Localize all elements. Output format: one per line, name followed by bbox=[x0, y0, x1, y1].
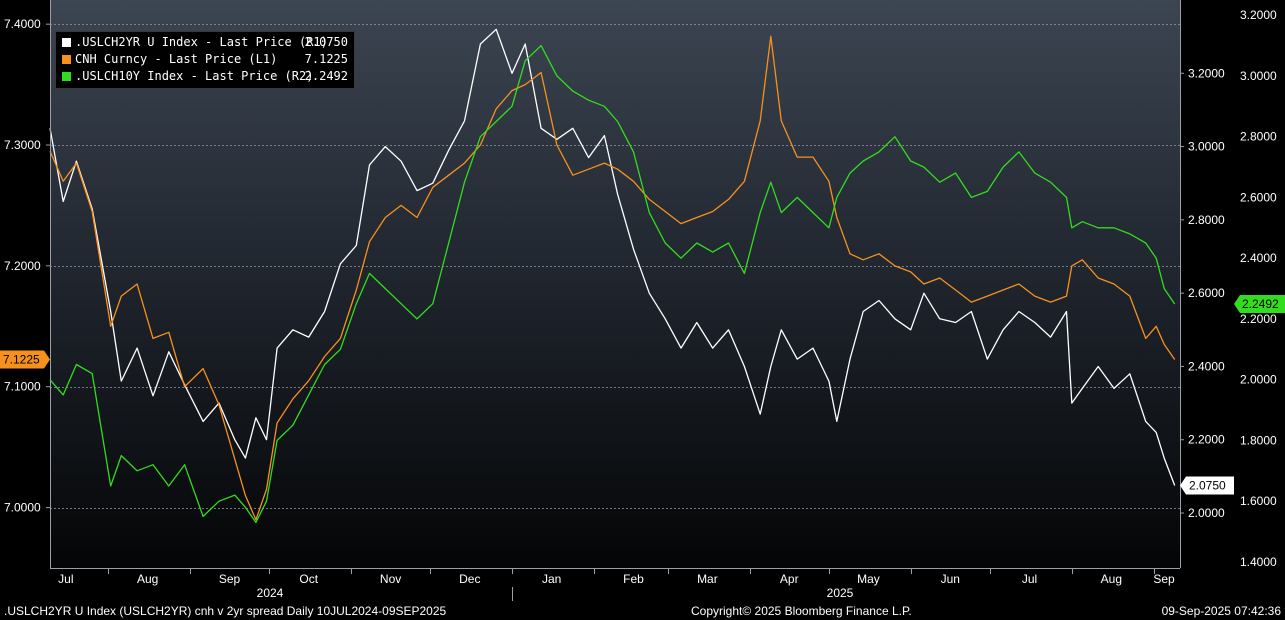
r2-tick-label: 1.8000 bbox=[1240, 433, 1277, 447]
x-tick-label: Oct bbox=[299, 572, 318, 586]
legend-label-uslch2yr: .USLCH2YR U Index - Last Price (R1) bbox=[75, 35, 328, 49]
r2-tick-label: 1.4000 bbox=[1240, 555, 1277, 569]
r2-tick-label: 1.6000 bbox=[1240, 494, 1277, 508]
series-line-cnh bbox=[49, 35, 1176, 521]
x-tick-label: Jul bbox=[58, 572, 73, 586]
x-tick-label: Sep bbox=[1153, 572, 1175, 586]
r2-tick-label: 2.8000 bbox=[1240, 130, 1277, 144]
x-tick-label: Dec bbox=[459, 572, 480, 586]
legend-item-uslch10y: .USLCH10Y Index - Last Price (R2) bbox=[62, 68, 313, 84]
footer-description: .USLCH2YR U Index (USLCH2YR) cnh v 2yr s… bbox=[4, 604, 447, 618]
last-price-tag-uslch10y bbox=[1234, 294, 1285, 313]
r1-tick-label: 3.2000 bbox=[1188, 66, 1225, 80]
legend: .USLCH2YR U Index - Last Price (R1) 2.07… bbox=[55, 31, 355, 89]
r2-tick-label: 2.6000 bbox=[1240, 190, 1277, 204]
legend-swatch-uslch10y bbox=[62, 72, 71, 81]
last-price-tag-uslch2yr bbox=[1180, 476, 1234, 495]
r2-tick-label: 2.4000 bbox=[1240, 251, 1277, 265]
r2-tick-label: 3.0000 bbox=[1240, 69, 1277, 83]
series-line-uslch10y bbox=[49, 44, 1176, 524]
left-tick-label: 7.2000 bbox=[4, 259, 41, 273]
r1-tick-label: 2.8000 bbox=[1188, 213, 1225, 227]
x-tick-label: Jun bbox=[941, 572, 960, 586]
x-tick-label: May bbox=[857, 572, 880, 586]
legend-label-cnh: CNH Curncy - Last Price (L1) bbox=[75, 52, 278, 66]
x-tick-label: Feb bbox=[623, 572, 644, 586]
r1-tick-label: 2.2000 bbox=[1188, 433, 1225, 447]
legend-item-uslch2yr: .USLCH2YR U Index - Last Price (R1) bbox=[62, 34, 328, 50]
left-tick-label: 7.4000 bbox=[4, 17, 41, 31]
legend-value-uslch2yr: 2.0750 bbox=[304, 35, 348, 49]
legend-swatch-uslch2yr bbox=[62, 38, 71, 47]
x-tick-label: Sep bbox=[219, 572, 241, 586]
last-price-tag-cnh-label: 7.1225 bbox=[3, 353, 40, 367]
x-tick-label: Aug bbox=[137, 572, 158, 586]
r1-tick-label: 2.6000 bbox=[1188, 286, 1225, 300]
last-price-tag-cnh bbox=[0, 350, 50, 369]
x-tick-label: Jul bbox=[1022, 572, 1037, 586]
grid-lines bbox=[50, 24, 1180, 509]
x-year-label: 2024 bbox=[257, 586, 284, 600]
footer-timestamp: 09-Sep-2025 07:42:36 bbox=[1161, 604, 1281, 618]
legend-label-uslch10y: .USLCH10Y Index - Last Price (R2) bbox=[75, 69, 314, 83]
footer-copyright: Copyright© 2025 Bloomberg Finance L.P. bbox=[691, 604, 912, 618]
r1-tick-label: 2.4000 bbox=[1188, 359, 1225, 373]
last-price-tag-uslch10y-label: 2.2492 bbox=[1242, 297, 1279, 311]
last-price-tag-uslch2yr-label: 2.0750 bbox=[1189, 479, 1226, 493]
x-tick-label: Nov bbox=[380, 572, 401, 586]
r1-tick-label: 3.0000 bbox=[1188, 140, 1225, 154]
series-lines bbox=[49, 28, 1176, 524]
legend-swatch-cnh bbox=[62, 55, 71, 64]
r2-tick-label: 2.0000 bbox=[1240, 373, 1277, 387]
legend-value-uslch10y: 2.2492 bbox=[304, 69, 348, 83]
x-tick-label: Jan bbox=[542, 572, 561, 586]
x-tick-label: Mar bbox=[697, 572, 718, 586]
r2-tick-label: 3.2000 bbox=[1240, 8, 1277, 22]
legend-value-cnh: 7.1225 bbox=[304, 52, 348, 66]
x-year-label: 2025 bbox=[827, 586, 854, 600]
left-tick-label: 7.3000 bbox=[4, 138, 41, 152]
x-tick-label: Apr bbox=[780, 572, 799, 586]
r1-tick-label: 2.0000 bbox=[1188, 506, 1225, 520]
legend-item-cnh: CNH Curncy - Last Price (L1) bbox=[62, 51, 277, 67]
left-tick-label: 7.1000 bbox=[4, 380, 41, 394]
series-line-uslch2yr bbox=[49, 28, 1176, 486]
left-tick-label: 7.0000 bbox=[4, 501, 41, 515]
x-tick-label: Aug bbox=[1101, 572, 1122, 586]
r2-tick-label: 2.2000 bbox=[1240, 312, 1277, 326]
axes: 7.4000 7.3000 7.2000 7.1000 7.0000 3.2000 3.00… bbox=[0, 0, 1285, 601]
